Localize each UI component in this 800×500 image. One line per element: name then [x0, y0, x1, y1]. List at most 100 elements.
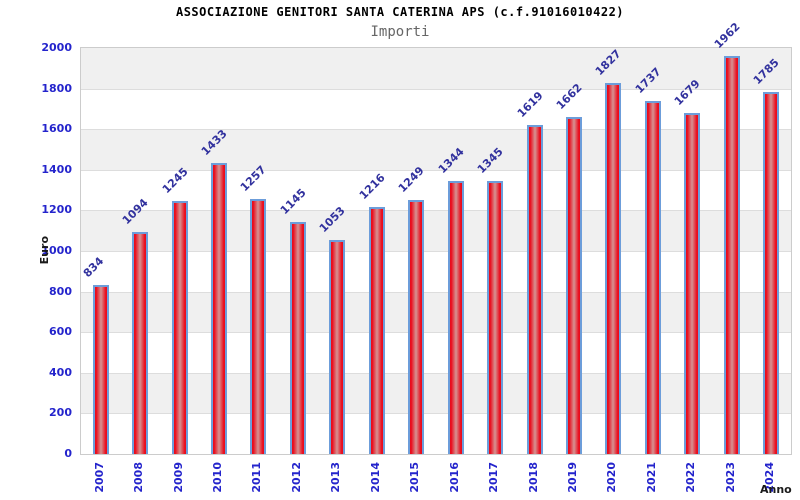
x-tick-label-2012: 2012	[289, 462, 303, 493]
x-tick-label-2018: 2018	[526, 462, 540, 493]
y-tick-label: 1000	[41, 244, 72, 257]
y-tick-label: 1200	[41, 203, 72, 217]
grid-line	[81, 88, 791, 90]
x-tick-label-2014: 2014	[368, 462, 382, 493]
y-tick-label: 400	[49, 365, 72, 379]
bar-value-label: 1433	[198, 127, 230, 159]
x-axis: 2007 2008 2009 2010 2011 2012 2013 2014 2015 2016…	[80, 460, 792, 498]
bar-slot-2020: 1827	[593, 47, 633, 454]
bar-2009	[171, 201, 188, 454]
bar-value-label: 1619	[514, 89, 546, 121]
grid-line	[81, 251, 791, 252]
grid-line	[81, 413, 791, 415]
bar-slot-2023: 1962	[712, 20, 751, 454]
plot-band	[81, 48, 791, 89]
plot-band	[81, 251, 791, 292]
bar-2017	[487, 180, 504, 454]
plot-band	[81, 169, 791, 211]
bar-slot-2008: 1094	[120, 48, 159, 454]
x-tick-label-2023: 2023	[723, 462, 737, 493]
bar-slot-2011: 1257	[238, 48, 278, 454]
bar-2019	[566, 116, 583, 454]
x-tick-label-2011: 2011	[250, 462, 264, 493]
bar-value-label: 1827	[593, 47, 625, 79]
x-tick-label-2009: 2009	[171, 462, 185, 493]
bar-slot-2017: 1345	[475, 48, 514, 454]
grid-line	[81, 210, 791, 212]
bar-value-label: 1737	[632, 65, 664, 97]
bar-value-label: 1053	[317, 204, 349, 236]
x-tick-label-2017: 2017	[487, 462, 501, 493]
bar-2010	[211, 163, 228, 454]
x-tick-label-2015: 2015	[408, 462, 422, 493]
bar-2022	[684, 113, 701, 454]
bar-2016	[447, 181, 464, 454]
x-axis-title: Anno	[760, 483, 792, 496]
chart-subtitle: Importi	[370, 24, 430, 40]
bar-2012	[289, 221, 306, 454]
y-axis: 0 200 400 600 800 1000 1200 1400 1600 1800 2000	[0, 41, 80, 460]
bar-value-label: 834	[80, 254, 106, 280]
bar-slot-2021: 1737	[633, 48, 672, 454]
grid-line	[81, 291, 791, 293]
bar-value-label: 1345	[474, 145, 506, 176]
bar-value-label: 1257	[238, 162, 270, 194]
bar-2008	[132, 231, 149, 454]
bar-value-label: 1249	[396, 164, 427, 196]
x-tick-label-2021: 2021	[644, 462, 658, 493]
bar-value-label: 1662	[553, 80, 585, 112]
bar-2023	[723, 55, 740, 454]
bar-value-label: 1344	[435, 145, 467, 177]
plot-band	[81, 88, 791, 130]
plot-area: 834 1094 1245 1433 1257 1145 1053 1216 1249 1344 1…	[80, 20, 792, 455]
bar-2013	[329, 240, 346, 454]
bar-slot-2015: 1249	[396, 48, 436, 454]
grid-line	[81, 169, 791, 171]
plot-band	[81, 210, 791, 251]
y-tick-label: 0	[64, 447, 72, 460]
bar-value-label: 1145	[277, 185, 309, 217]
bar-slot-2019: 1662	[554, 48, 593, 454]
y-tick-label: 1600	[41, 122, 72, 136]
x-tick-label-2010: 2010	[211, 462, 225, 493]
x-tick-label-2020: 2020	[605, 462, 619, 493]
plot-band	[81, 332, 791, 373]
x-tick-label-2007: 2007	[92, 462, 106, 493]
bar-value-label: 1679	[672, 77, 704, 109]
grid-line	[81, 332, 791, 334]
grid-line	[81, 129, 791, 131]
y-tick-label: 1400	[41, 162, 72, 176]
y-tick-label: 200	[49, 406, 72, 420]
bar-2018	[526, 125, 543, 454]
bar-slot-2018: 1619	[514, 48, 554, 454]
bar-2011	[250, 198, 267, 454]
y-tick-label: 600	[49, 325, 72, 339]
x-tick-label-2022: 2022	[684, 462, 698, 493]
x-tick-label-2008: 2008	[132, 462, 146, 493]
bar-value-label: 1245	[159, 165, 191, 197]
bar-2024	[763, 91, 780, 454]
bar-slot-2013: 1053	[317, 48, 357, 454]
grid-line	[81, 372, 791, 374]
y-tick-label: 2000	[41, 41, 72, 54]
plot-band	[81, 413, 791, 454]
x-tick-label-2016: 2016	[447, 462, 461, 493]
bar-2020	[605, 83, 622, 454]
bar-slot-2009: 1245	[159, 48, 199, 454]
x-tick-label-2013: 2013	[329, 462, 343, 493]
y-axis-title: Euro	[38, 236, 51, 265]
bar-slot-2016: 1344	[436, 48, 475, 454]
y-tick-label: 800	[49, 284, 72, 298]
bar-slot-2012: 1145	[278, 48, 317, 454]
bar-slot-2022: 1679	[672, 48, 712, 454]
x-tick-label-2019: 2019	[566, 462, 580, 493]
bar-2021	[644, 101, 661, 454]
bar-2007	[92, 284, 109, 454]
plot-band	[81, 129, 791, 170]
bar-value-label: 1785	[751, 55, 782, 87]
bar-slot-2014: 1216	[357, 48, 396, 454]
plot-band	[81, 291, 791, 333]
bar-slot-2024: 1785	[751, 48, 791, 454]
plot-band	[81, 372, 791, 414]
bar-slot-2007: 834	[81, 48, 120, 454]
